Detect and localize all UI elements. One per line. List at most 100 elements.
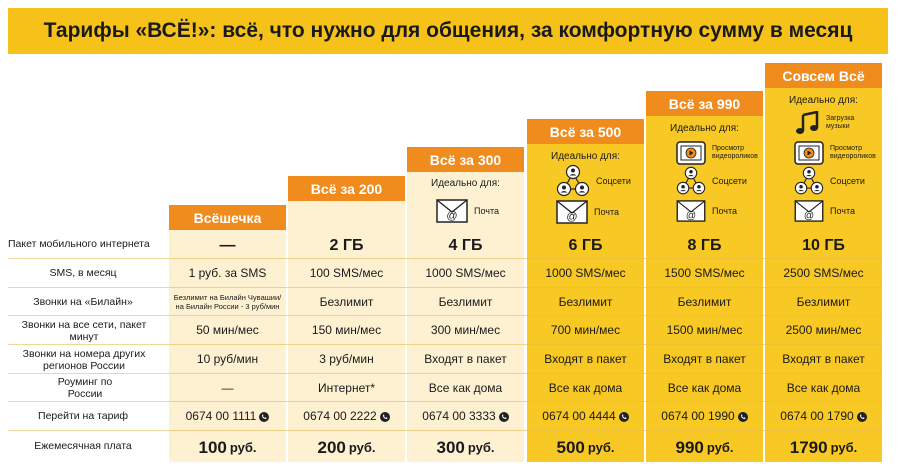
row-divider <box>8 373 881 374</box>
plan-column-0 <box>169 230 286 462</box>
cell-phone[interactable]: 0674 00 2222 <box>288 403 405 430</box>
cell-price: 300 руб. <box>407 432 524 462</box>
cell-roaming: Интернет* <box>317 380 376 395</box>
cell-regions: Входят в пакет <box>663 352 746 366</box>
cell-beeline-calls: Безлимит <box>438 294 493 309</box>
row-label-roaming: Роуминг по России <box>57 376 113 400</box>
svg-text:@: @ <box>686 210 696 221</box>
row-divider <box>8 344 881 345</box>
feature-video: Просмотр видеороликов <box>794 141 886 165</box>
feature-mail: @ Почта <box>794 200 855 222</box>
plan-header-1: Всё за 200 <box>288 176 405 201</box>
row-label-internet: Пакет мобильного интернета <box>8 238 150 250</box>
phone-number[interactable]: 0674 00 1790 <box>780 409 854 423</box>
phone-number[interactable]: 0674 00 4444 <box>542 409 616 423</box>
phone-icon <box>498 411 509 422</box>
cell-internet: 10 ГБ <box>802 236 845 254</box>
plan-header-0: Всёшечка <box>169 205 286 230</box>
cell-beeline-calls: Безлимит <box>319 294 374 309</box>
row-label-sms: SMS, в месяц <box>49 267 117 279</box>
cell-minutes: 2500 мин/мес <box>785 323 862 337</box>
cell-phone[interactable]: 0674 00 4444 <box>527 403 644 430</box>
cell-regions: Входят в пакет <box>424 352 507 366</box>
cell-sms: 1000 SMS/мес <box>545 266 626 280</box>
cell-phone[interactable]: 0674 00 3333 <box>407 403 524 430</box>
cell-sms: 1500 SMS/мес <box>664 266 745 280</box>
plan-header-4: Всё за 990 <box>646 91 763 116</box>
feature-social: Соцсети <box>676 166 747 196</box>
cell-price: 1790 руб. <box>765 432 882 462</box>
plan-name: Всёшечка <box>193 209 262 226</box>
price-value: 200 <box>317 437 346 457</box>
feature-social: Соцсети <box>556 164 631 198</box>
price-currency: руб. <box>348 439 376 455</box>
row-divider <box>8 287 881 288</box>
phone-icon <box>259 411 270 422</box>
svg-text:@: @ <box>566 211 577 223</box>
ideal-for-label: Идеально для: <box>789 95 858 106</box>
feature-music: Загрузка музыки <box>794 111 866 135</box>
plan-name: Всё за 300 <box>429 151 502 168</box>
cell-beeline-calls: Безлимит <box>796 294 851 309</box>
phone-number[interactable]: 0674 00 3333 <box>422 409 496 423</box>
feature-label: Соцсети <box>712 175 747 186</box>
phone-icon <box>856 411 867 422</box>
row-label-switch: Перейти на тариф <box>38 410 128 422</box>
cell-beeline-calls: Безлимит <box>558 294 613 309</box>
phone-icon <box>618 411 629 422</box>
ideal-for-label: Идеально для: <box>551 151 620 162</box>
cell-sms: 100 SMS/мес <box>309 266 384 280</box>
cell-roaming: Все как дома <box>548 380 623 395</box>
cell-phone[interactable]: 0674 00 1990 <box>646 403 763 430</box>
row-label-all-networks: Звонки на все сети, пакет минут <box>21 318 147 343</box>
mail-icon: @ <box>556 200 588 224</box>
plan-column-3 <box>527 144 644 462</box>
cell-price: 990 руб. <box>646 432 763 462</box>
price-currency: руб. <box>830 439 858 455</box>
cell-price: 100 руб. <box>169 432 286 462</box>
cell-internet: 2 ГБ <box>329 236 364 254</box>
cell-roaming: Все как дома <box>667 380 742 395</box>
feature-label: Соцсети <box>596 175 631 186</box>
plan-name: Всё за 500 <box>549 123 622 140</box>
cell-minutes: 150 мин/мес <box>311 323 382 337</box>
cell-phone[interactable]: 0674 00 1111 <box>169 403 286 430</box>
plan-header-3: Всё за 500 <box>527 119 644 144</box>
row-divider <box>8 430 881 431</box>
plan-name: Всё за 200 <box>310 180 383 197</box>
price-currency: руб. <box>229 439 257 455</box>
phone-number[interactable]: 0674 00 1111 <box>185 409 257 423</box>
phone-number[interactable]: 0674 00 1990 <box>661 409 735 423</box>
music-note-icon <box>796 111 819 134</box>
cell-internet: 8 ГБ <box>687 236 722 254</box>
price-value: 300 <box>436 437 465 457</box>
ideal-for-label: Идеально для: <box>431 178 500 189</box>
cell-roaming: — <box>221 380 234 395</box>
cell-regions: 3 руб/мин <box>319 352 374 366</box>
row-divider <box>8 401 881 402</box>
price-currency: руб. <box>587 439 615 455</box>
row-divider <box>8 258 881 259</box>
cell-regions: Входят в пакет <box>782 352 865 366</box>
social-network-icon <box>556 164 590 197</box>
row-label-price: Ежемесячная плата <box>34 440 132 452</box>
feature-label: Почта <box>830 205 855 216</box>
cell-beeline-calls: Безлимит <box>677 294 732 309</box>
cell-sms: 2500 SMS/мес <box>783 266 864 280</box>
plan-header-2: Всё за 300 <box>407 147 524 172</box>
price-value: 990 <box>675 437 704 457</box>
cell-beeline-calls: Безлимит на Билайн Чувашии/ на Билайн Ро… <box>173 293 282 311</box>
page-title-banner: Тарифы «ВСЁ!»: всё, что нужно для общени… <box>8 8 888 54</box>
cell-minutes: 50 мин/мес <box>196 323 259 337</box>
cell-regions: 10 руб/мин <box>196 352 259 366</box>
price-value: 100 <box>198 437 227 457</box>
feature-label: Почта <box>594 206 619 217</box>
cell-roaming: Все как дома <box>428 380 503 395</box>
mail-icon: @ <box>436 199 468 223</box>
cell-regions: Входят в пакет <box>544 352 627 366</box>
feature-label: Просмотр видеороликов <box>830 145 876 160</box>
feature-label: Загрузка музыки <box>826 115 855 130</box>
phone-number[interactable]: 0674 00 2222 <box>303 409 377 423</box>
cell-phone[interactable]: 0674 00 1790 <box>765 403 882 430</box>
row-label-regions: Звонки на номера других регионов России <box>22 347 146 372</box>
